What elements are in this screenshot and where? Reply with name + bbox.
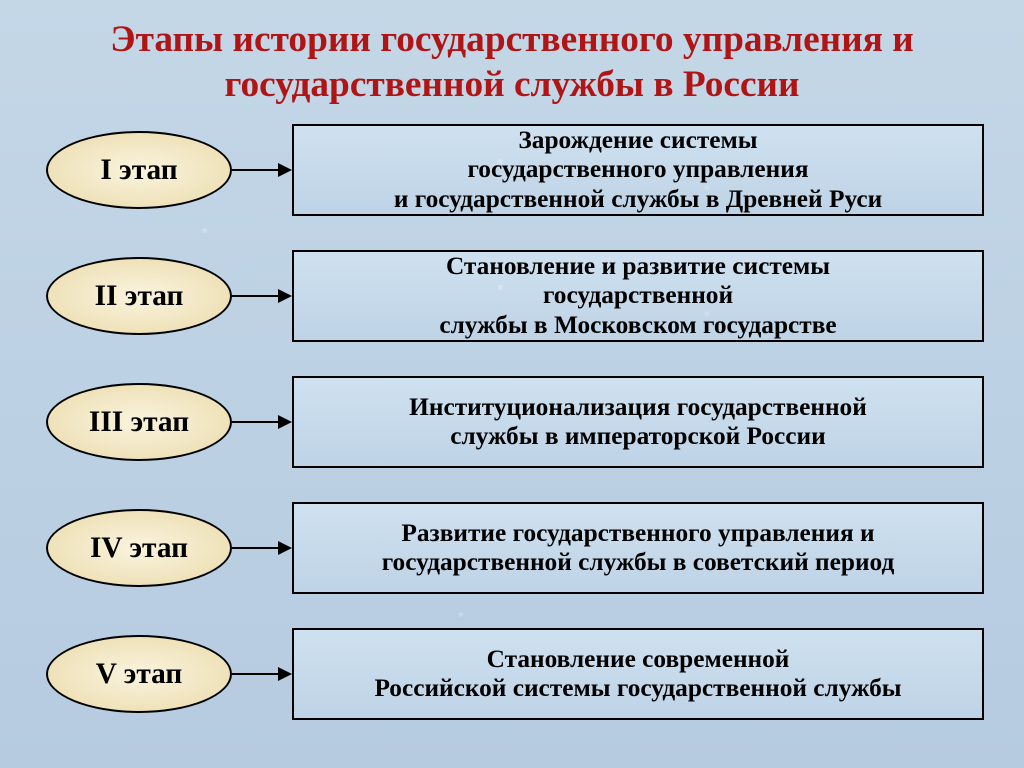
slide-title: Этапы истории государственного управлени…	[50, 18, 974, 108]
stage-label: II этап	[95, 280, 184, 313]
stage-description-text: Становление современнойРоссийской систем…	[374, 645, 901, 703]
desc-line: и государственной службы в Древней Руси	[394, 185, 882, 214]
arrow-icon	[232, 412, 292, 432]
desc-line: государственной службы в советский перио…	[382, 548, 895, 577]
stage-label: I этап	[100, 154, 177, 187]
arrow-icon	[232, 538, 292, 558]
stage-description-text: Развитие государственного управления иго…	[382, 519, 895, 577]
stage-description: Становление и развитие системыгосударств…	[292, 250, 984, 342]
desc-line: службы в Московском государстве	[439, 311, 836, 340]
stage-label: V этап	[96, 658, 183, 691]
title-line: государственной службы в России	[50, 63, 974, 108]
stage-description: Становление современнойРоссийской систем…	[292, 628, 984, 720]
desc-line: государственной	[439, 281, 836, 310]
stage-row: V этап Становление современнойРоссийской …	[46, 628, 984, 720]
stage-description: Зарождение системыгосударственного управ…	[292, 124, 984, 216]
stage-row: II этап Становление и развитие системыгос…	[46, 250, 984, 342]
slide: Этапы истории государственного управлени…	[0, 0, 1024, 768]
stage-description-text: Становление и развитие системыгосударств…	[439, 252, 836, 339]
desc-line: государственного управления	[394, 155, 882, 184]
stage-ellipse: IV этап	[46, 509, 232, 587]
stage-ellipse: V этап	[46, 635, 232, 713]
arrow-icon	[232, 286, 292, 306]
stage-label: III этап	[89, 406, 189, 439]
title-block: Этапы истории государственного управлени…	[0, 18, 1024, 108]
desc-line: Российской системы государственной служб…	[374, 674, 901, 703]
stage-description-text: Институционализация государственнойслужб…	[409, 393, 867, 451]
stage-ellipse: III этап	[46, 383, 232, 461]
stages-diagram: I этап Зарождение системыгосударственного…	[0, 124, 1024, 720]
stage-description: Развитие государственного управления иго…	[292, 502, 984, 594]
stage-row: IV этап Развитие государственного управле…	[46, 502, 984, 594]
title-line: Этапы истории государственного управлени…	[50, 18, 974, 63]
stage-ellipse: I этап	[46, 131, 232, 209]
stage-row: I этап Зарождение системыгосударственного…	[46, 124, 984, 216]
arrow-icon	[232, 160, 292, 180]
desc-line: Становление и развитие системы	[439, 252, 836, 281]
desc-line: Становление современной	[374, 645, 901, 674]
stage-ellipse: II этап	[46, 257, 232, 335]
desc-line: Зарождение системы	[394, 126, 882, 155]
desc-line: службы в императорской России	[409, 422, 867, 451]
stage-description-text: Зарождение системыгосударственного управ…	[394, 126, 882, 213]
stage-description: Институционализация государственнойслужб…	[292, 376, 984, 468]
stage-row: III этап Институционализация государствен…	[46, 376, 984, 468]
arrow-icon	[232, 664, 292, 684]
desc-line: Развитие государственного управления и	[382, 519, 895, 548]
stage-label: IV этап	[90, 532, 188, 565]
desc-line: Институционализация государственной	[409, 393, 867, 422]
